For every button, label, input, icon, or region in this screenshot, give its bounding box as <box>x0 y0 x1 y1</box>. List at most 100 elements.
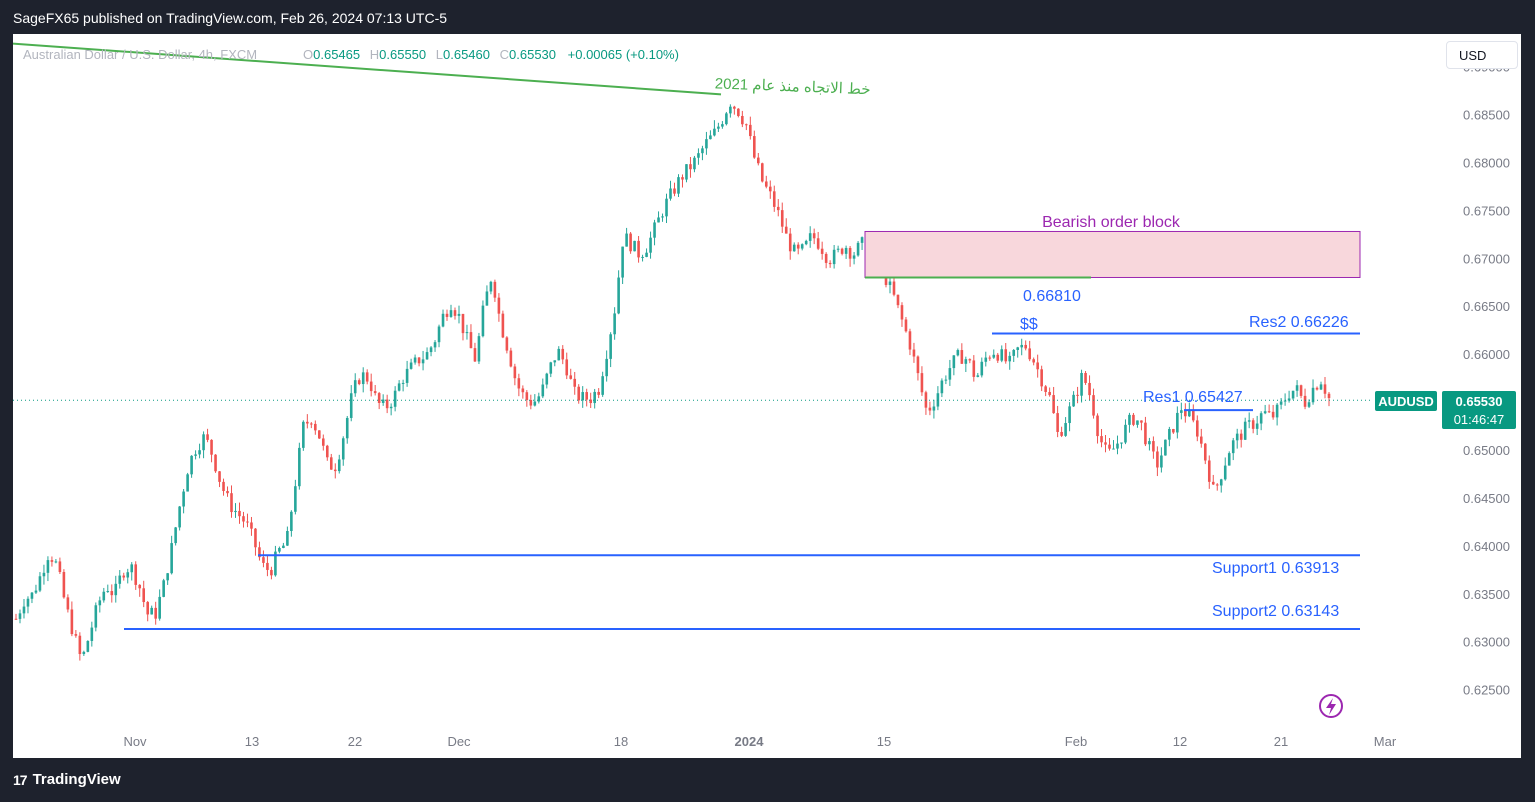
candle-body <box>405 368 409 383</box>
candle-body <box>796 244 800 249</box>
candle-body <box>768 186 772 192</box>
candle-body <box>294 486 297 512</box>
candle-body <box>541 384 545 397</box>
x-tick-label: Dec <box>447 734 471 749</box>
candle-body <box>349 393 353 418</box>
candle-body <box>697 153 700 158</box>
candle-body <box>908 331 912 350</box>
candle-body <box>130 564 134 573</box>
candle-body <box>473 348 477 362</box>
candle-body <box>1211 481 1215 485</box>
candle-body <box>737 108 740 116</box>
candle-body <box>1100 436 1103 443</box>
candle-body <box>310 423 313 425</box>
candle-body <box>106 591 110 593</box>
candle-body <box>1235 433 1239 441</box>
candle-body <box>521 388 525 393</box>
chart-panel[interactable]: 0.62500 0.63000 0.63500 0.64000 0.64500 0.650… <box>13 34 1521 758</box>
candle-body <box>856 242 860 256</box>
candle-body <box>1104 442 1107 445</box>
candle-body <box>529 400 533 406</box>
candle-body <box>888 281 892 285</box>
candle-body <box>661 216 664 218</box>
candle-body <box>1036 362 1039 370</box>
candle-body <box>1299 385 1303 396</box>
candle-body <box>230 493 233 513</box>
candle-body <box>174 527 177 544</box>
lightning-icon[interactable] <box>1319 694 1343 718</box>
y-tick-label: 0.68500 <box>1463 107 1510 122</box>
candle-body <box>218 471 221 482</box>
candle-body <box>1196 420 1199 437</box>
candle-body <box>226 491 229 494</box>
candle-body <box>170 543 173 574</box>
candle-body <box>617 277 620 314</box>
candle-body <box>1112 448 1115 450</box>
symbol-tag-bg <box>1375 391 1437 411</box>
candle-body <box>258 547 261 558</box>
candle-body <box>1156 451 1159 468</box>
candle-body <box>625 233 628 247</box>
candle-body <box>637 240 640 258</box>
legend-o-label: O <box>303 47 313 62</box>
candle-body <box>14 618 18 620</box>
candle-body <box>1319 384 1323 390</box>
x-tick-label: 2024 <box>735 734 765 749</box>
candle-body <box>206 434 209 440</box>
candle-body <box>1152 441 1155 452</box>
candle-body <box>561 348 565 360</box>
x-tick-label: 12 <box>1173 734 1187 749</box>
candle-body <box>1247 420 1251 422</box>
candle-body <box>673 188 676 194</box>
candle-body <box>1267 411 1271 413</box>
currency-button[interactable]: USD <box>1446 41 1518 69</box>
order-block-label: Bearish order block <box>1042 214 1181 231</box>
candle-body <box>1160 455 1163 468</box>
x-tick-label: 22 <box>348 734 362 749</box>
candle-body <box>325 445 329 458</box>
candle-body <box>254 528 257 548</box>
candle-body <box>142 588 146 603</box>
candle-body <box>1096 415 1099 437</box>
candle-body <box>920 373 924 393</box>
candle-body <box>1028 348 1031 360</box>
candle-body <box>182 491 185 507</box>
y-tick-label: 0.62500 <box>1463 683 1510 698</box>
candle-body <box>397 383 401 391</box>
candle-body <box>525 392 529 401</box>
candle-body <box>158 596 161 619</box>
candle-body <box>569 375 573 379</box>
candle-body <box>146 602 149 615</box>
candle-body <box>1004 349 1008 362</box>
candle-body <box>429 347 433 353</box>
candle-body <box>701 148 704 154</box>
candle-body <box>417 357 421 364</box>
candle-body <box>1251 420 1255 429</box>
candle-body <box>1012 350 1016 356</box>
tradingview-mark-icon: 17 <box>13 771 28 788</box>
candle-body <box>1263 411 1267 414</box>
candle-body <box>605 358 608 377</box>
candle-body <box>824 253 828 263</box>
candle-body <box>988 357 992 359</box>
candle-body <box>896 294 900 306</box>
price-tag-countdown: 01:46:47 <box>1454 412 1505 427</box>
candle-body <box>126 572 130 578</box>
candle-body <box>1080 372 1083 396</box>
candle-body <box>441 313 445 327</box>
candle-body <box>1303 395 1307 407</box>
candle-body <box>581 392 585 401</box>
candle-body <box>302 421 305 448</box>
candle-body <box>1219 479 1223 486</box>
price-chart[interactable]: 0.62500 0.63000 0.63500 0.64000 0.64500 0.650… <box>13 34 1521 758</box>
tradingview-logo[interactable]: 17 TradingView <box>13 771 121 788</box>
x-tick-label: 21 <box>1274 734 1288 749</box>
candle-body <box>1215 484 1219 486</box>
candle-body <box>800 244 804 249</box>
candle-body <box>792 244 796 252</box>
candle-body <box>1000 349 1004 361</box>
candle-body <box>852 255 856 259</box>
candle-body <box>589 399 592 404</box>
candle-body <box>788 233 792 252</box>
candle-body <box>70 609 74 635</box>
